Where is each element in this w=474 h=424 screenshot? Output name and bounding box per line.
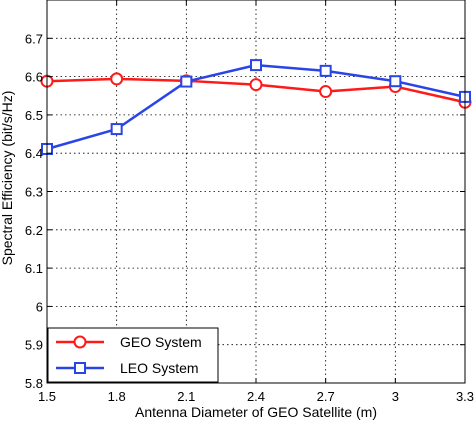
x-tick-label: 3 [392,389,399,404]
legend-leo-marker [74,362,86,374]
y-tick-label: 6.2 [25,223,43,238]
x-tick-label: 2.7 [317,389,335,404]
y-tick-label: 6.6 [25,70,43,85]
x-tick-label: 1.5 [38,389,56,404]
leo-system-marker [110,123,123,136]
geo-system-marker [249,78,263,92]
x-tick-label: 2.1 [177,389,195,404]
plot-background [47,0,465,383]
leo-system-marker [319,64,332,77]
y-tick-label: 6.4 [25,146,43,161]
y-tick-label: 6.3 [25,185,43,200]
geo-system-marker [110,72,124,86]
y-tick-label: 6 [36,299,43,314]
geo-system-marker [319,85,333,99]
y-axis-title: Spectral Efficiency (bit/s/Hz) [0,91,15,266]
y-tick-label: 6.1 [25,261,43,276]
x-tick-label: 3.3 [456,389,474,404]
leo-system-marker [180,75,193,88]
x-tick-label: 2.4 [247,389,265,404]
legend: GEO System LEO System [47,327,219,383]
axis-ticks: 1.5 1.8 2.1 2.4 2.7 3 3.3 5.8 5.9 6 6.1 6.2 6.3 6.4 6.… [25,0,474,404]
legend-leo-label: LEO System [120,360,199,376]
legend-geo-marker [73,335,87,349]
y-tick-label: 5.9 [25,338,43,353]
leo-system-marker [250,59,262,72]
x-tick-label: 1.8 [108,389,126,404]
y-tick-label: 6.7 [25,31,43,46]
y-tick-label: 6.5 [25,108,43,123]
x-axis-title: Antenna Diameter of GEO Satellite (m) [135,404,377,420]
y-tick-label: 5.8 [25,376,43,391]
legend-geo-label: GEO System [120,334,202,350]
leo-system-marker [389,75,402,88]
